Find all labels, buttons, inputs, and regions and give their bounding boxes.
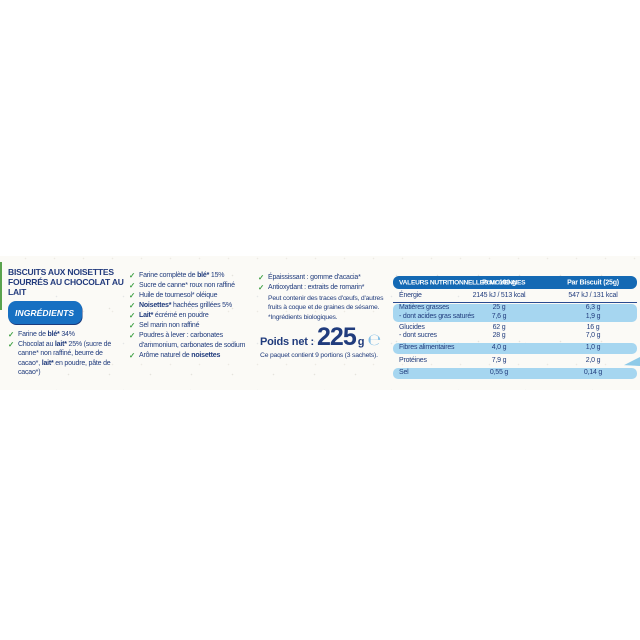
nutrition-row: Matières grasses - dont acides gras satur… bbox=[393, 303, 637, 322]
ingredients-section-left: BISCUITS AUX NOISETTES FOURRÉS AU CHOCOL… bbox=[8, 267, 126, 378]
nutrition-header-per-100g: Pour 100 g bbox=[482, 279, 516, 286]
ingredients-section-right: ✓ Épaississant : gomme d'acacia* ✓ Antioxyd… bbox=[258, 273, 388, 359]
ingredient-item: ✓ Chocolat au lait* 25% (sucre de canne* … bbox=[8, 340, 126, 378]
ingredient-text: Poudres à lever : carbonates d'ammonium,… bbox=[139, 332, 246, 349]
nutrition-header-per-biscuit: Par Biscuit (25g) bbox=[567, 279, 619, 286]
ingredient-text: Farine de blé* 34% bbox=[18, 330, 75, 338]
ingredients-list-3: ✓ Épaississant : gomme d'acacia* ✓ Antioxyd… bbox=[258, 273, 388, 293]
check-icon: ✓ bbox=[8, 339, 15, 349]
check-icon: ✓ bbox=[8, 329, 15, 339]
nutrition-cell-per-biscuit: 547 kJ / 131 kcal bbox=[568, 291, 618, 299]
ingredient-text: Chocolat au lait* 25% (sucre de canne* n… bbox=[18, 340, 112, 377]
check-icon: ✓ bbox=[258, 273, 265, 282]
nutrition-cell-per-100g: 0,55 g bbox=[489, 369, 509, 376]
estimated-sign-icon: ℮ bbox=[367, 329, 382, 349]
nutrition-cell-per-biscuit: 6,3 g 1,9 g bbox=[585, 304, 601, 320]
ingredient-text: Farine complète de blé* 15% bbox=[139, 272, 225, 279]
ingredient-item: ✓ Huile de tournesol* oléique bbox=[129, 291, 254, 301]
portions-note: Ce paquet contient 9 portions (3 sachets… bbox=[260, 351, 378, 359]
nutrition-cell-label: Protéines bbox=[399, 356, 427, 364]
check-icon: ✓ bbox=[129, 291, 136, 300]
net-weight-value: 225 bbox=[317, 322, 357, 351]
package-edge-green bbox=[0, 262, 2, 310]
check-icon: ✓ bbox=[129, 301, 136, 310]
nutrition-cell-label: Fibres alimentaires bbox=[399, 344, 455, 351]
check-icon: ✓ bbox=[129, 321, 136, 330]
nutrition-row: Fibres alimentaires 4,0 g 1,0 g bbox=[393, 342, 637, 354]
nutrition-cell-label: Glucides - dont sucres bbox=[399, 323, 437, 340]
nutrition-cell-per-100g: 25 g 7,6 g bbox=[491, 304, 507, 320]
check-icon: ✓ bbox=[129, 311, 136, 320]
nutrition-row: Sel 0,55 g 0,14 g bbox=[393, 367, 637, 379]
nutrition-cell-per-biscuit: 0,14 g bbox=[583, 369, 603, 376]
ingredient-item: ✓ Arôme naturel de noisettes bbox=[129, 351, 254, 361]
ingredient-item: ✓ Noisettes* hachées grillées 5% bbox=[129, 301, 254, 311]
nutrition-table: VALEURS NUTRITIONNELLES MOYENNES Pour 10… bbox=[393, 276, 637, 380]
net-weight-unit: g bbox=[357, 335, 365, 348]
ingredients-list-2: ✓ Farine complète de blé* 15% ✓ Sucre de ca… bbox=[129, 271, 254, 360]
ingredient-item: ✓ Sucre de canne* roux non raffiné bbox=[129, 281, 254, 291]
net-weight-label: Poids net : bbox=[260, 335, 315, 348]
nutrition-cell-label: Énergie bbox=[399, 291, 422, 299]
nutrition-cell-per-biscuit: 1,0 g bbox=[585, 344, 601, 351]
label-band: BISCUITS AUX NOISETTES FOURRÉS AU CHOCOL… bbox=[0, 256, 640, 390]
ingredients-badge: INGRÉDIENTS bbox=[8, 301, 83, 324]
nutrition-row: Glucides - dont sucres 62 g 28 g 16 g 7,0 g bbox=[393, 323, 637, 342]
allergen-note: Peut contenir des traces d'œufs, d'autre… bbox=[268, 294, 384, 311]
ingredient-item: ✓ Sel marin non raffiné bbox=[129, 321, 254, 331]
decorative-swoosh bbox=[624, 357, 640, 366]
ingredient-text: Noisettes* hachées grillées 5% bbox=[139, 302, 232, 309]
check-icon: ✓ bbox=[129, 331, 136, 340]
nutrition-cell-per-100g: 2145 kJ / 513 kcal bbox=[472, 291, 526, 299]
check-icon: ✓ bbox=[129, 271, 136, 280]
ingredients-badge-label: INGRÉDIENTS bbox=[15, 308, 75, 318]
nutrition-row: Protéines 7,9 g 2,0 g bbox=[393, 355, 637, 367]
ingredient-item: ✓ Poudres à lever : carbonates d'ammonium… bbox=[129, 331, 254, 350]
ingredient-item: ✓ Antioxydant : extraits de romarin* bbox=[258, 283, 388, 293]
ingredient-text: Arôme naturel de noisettes bbox=[139, 351, 221, 359]
check-icon: ✓ bbox=[129, 281, 136, 290]
nutrition-cell-label: Matières grasses - dont acides gras satur… bbox=[399, 304, 475, 320]
ingredient-text: Antioxydant : extraits de romarin* bbox=[268, 284, 365, 291]
nutrition-cell-per-100g: 62 g 28 g bbox=[492, 323, 506, 340]
nutrition-cell-per-biscuit: 2,0 g bbox=[585, 356, 601, 364]
ingredient-text: Huile de tournesol* oléique bbox=[139, 292, 218, 299]
ingredient-item: ✓ Lait* écrémé en poudre bbox=[129, 311, 254, 321]
ingredients-section-middle: ✓ Farine complète de blé* 15% ✓ Sucre de ca… bbox=[129, 271, 254, 361]
check-icon: ✓ bbox=[258, 283, 265, 292]
nutrition-row: Énergie 2145 kJ / 513 kcal 547 kJ / 131 kc… bbox=[393, 290, 637, 303]
ingredient-text: Lait* écrémé en poudre bbox=[139, 312, 209, 319]
nutrition-rows: Énergie 2145 kJ / 513 kcal 547 kJ / 131 kc… bbox=[393, 290, 637, 379]
nutrition-table-header: VALEURS NUTRITIONNELLES MOYENNES Pour 10… bbox=[393, 276, 637, 289]
ingredient-item: ✓ Épaississant : gomme d'acacia* bbox=[258, 273, 388, 283]
net-weight: Poids net : 225 g ℮ bbox=[260, 322, 388, 351]
ingredient-item: ✓ Farine complète de blé* 15% bbox=[129, 271, 254, 281]
ingredient-text: Épaississant : gomme d'acacia* bbox=[268, 274, 361, 281]
ingredient-item: ✓ Farine de blé* 34% bbox=[8, 330, 126, 340]
organic-note: *Ingrédients biologiques. bbox=[268, 313, 338, 321]
check-icon: ✓ bbox=[129, 350, 136, 360]
product-title: BISCUITS AUX NOISETTES FOURRÉS AU CHOCOL… bbox=[8, 267, 124, 297]
ingredient-text: Sucre de canne* roux non raffiné bbox=[139, 282, 235, 289]
nutrition-header-title: VALEURS NUTRITIONNELLES MOYENNES bbox=[399, 279, 526, 286]
nutrition-cell-per-100g: 7,9 g bbox=[491, 356, 507, 364]
ingredient-text: Sel marin non raffiné bbox=[139, 322, 200, 329]
nutrition-cell-label: Sel bbox=[399, 369, 409, 376]
nutrition-cell-per-biscuit: 16 g 7,0 g bbox=[585, 323, 601, 340]
nutrition-cell-per-100g: 4,0 g bbox=[491, 344, 507, 351]
ingredients-list-1: ✓ Farine de blé* 34% ✓ Chocolat au lait* 25… bbox=[8, 330, 126, 378]
